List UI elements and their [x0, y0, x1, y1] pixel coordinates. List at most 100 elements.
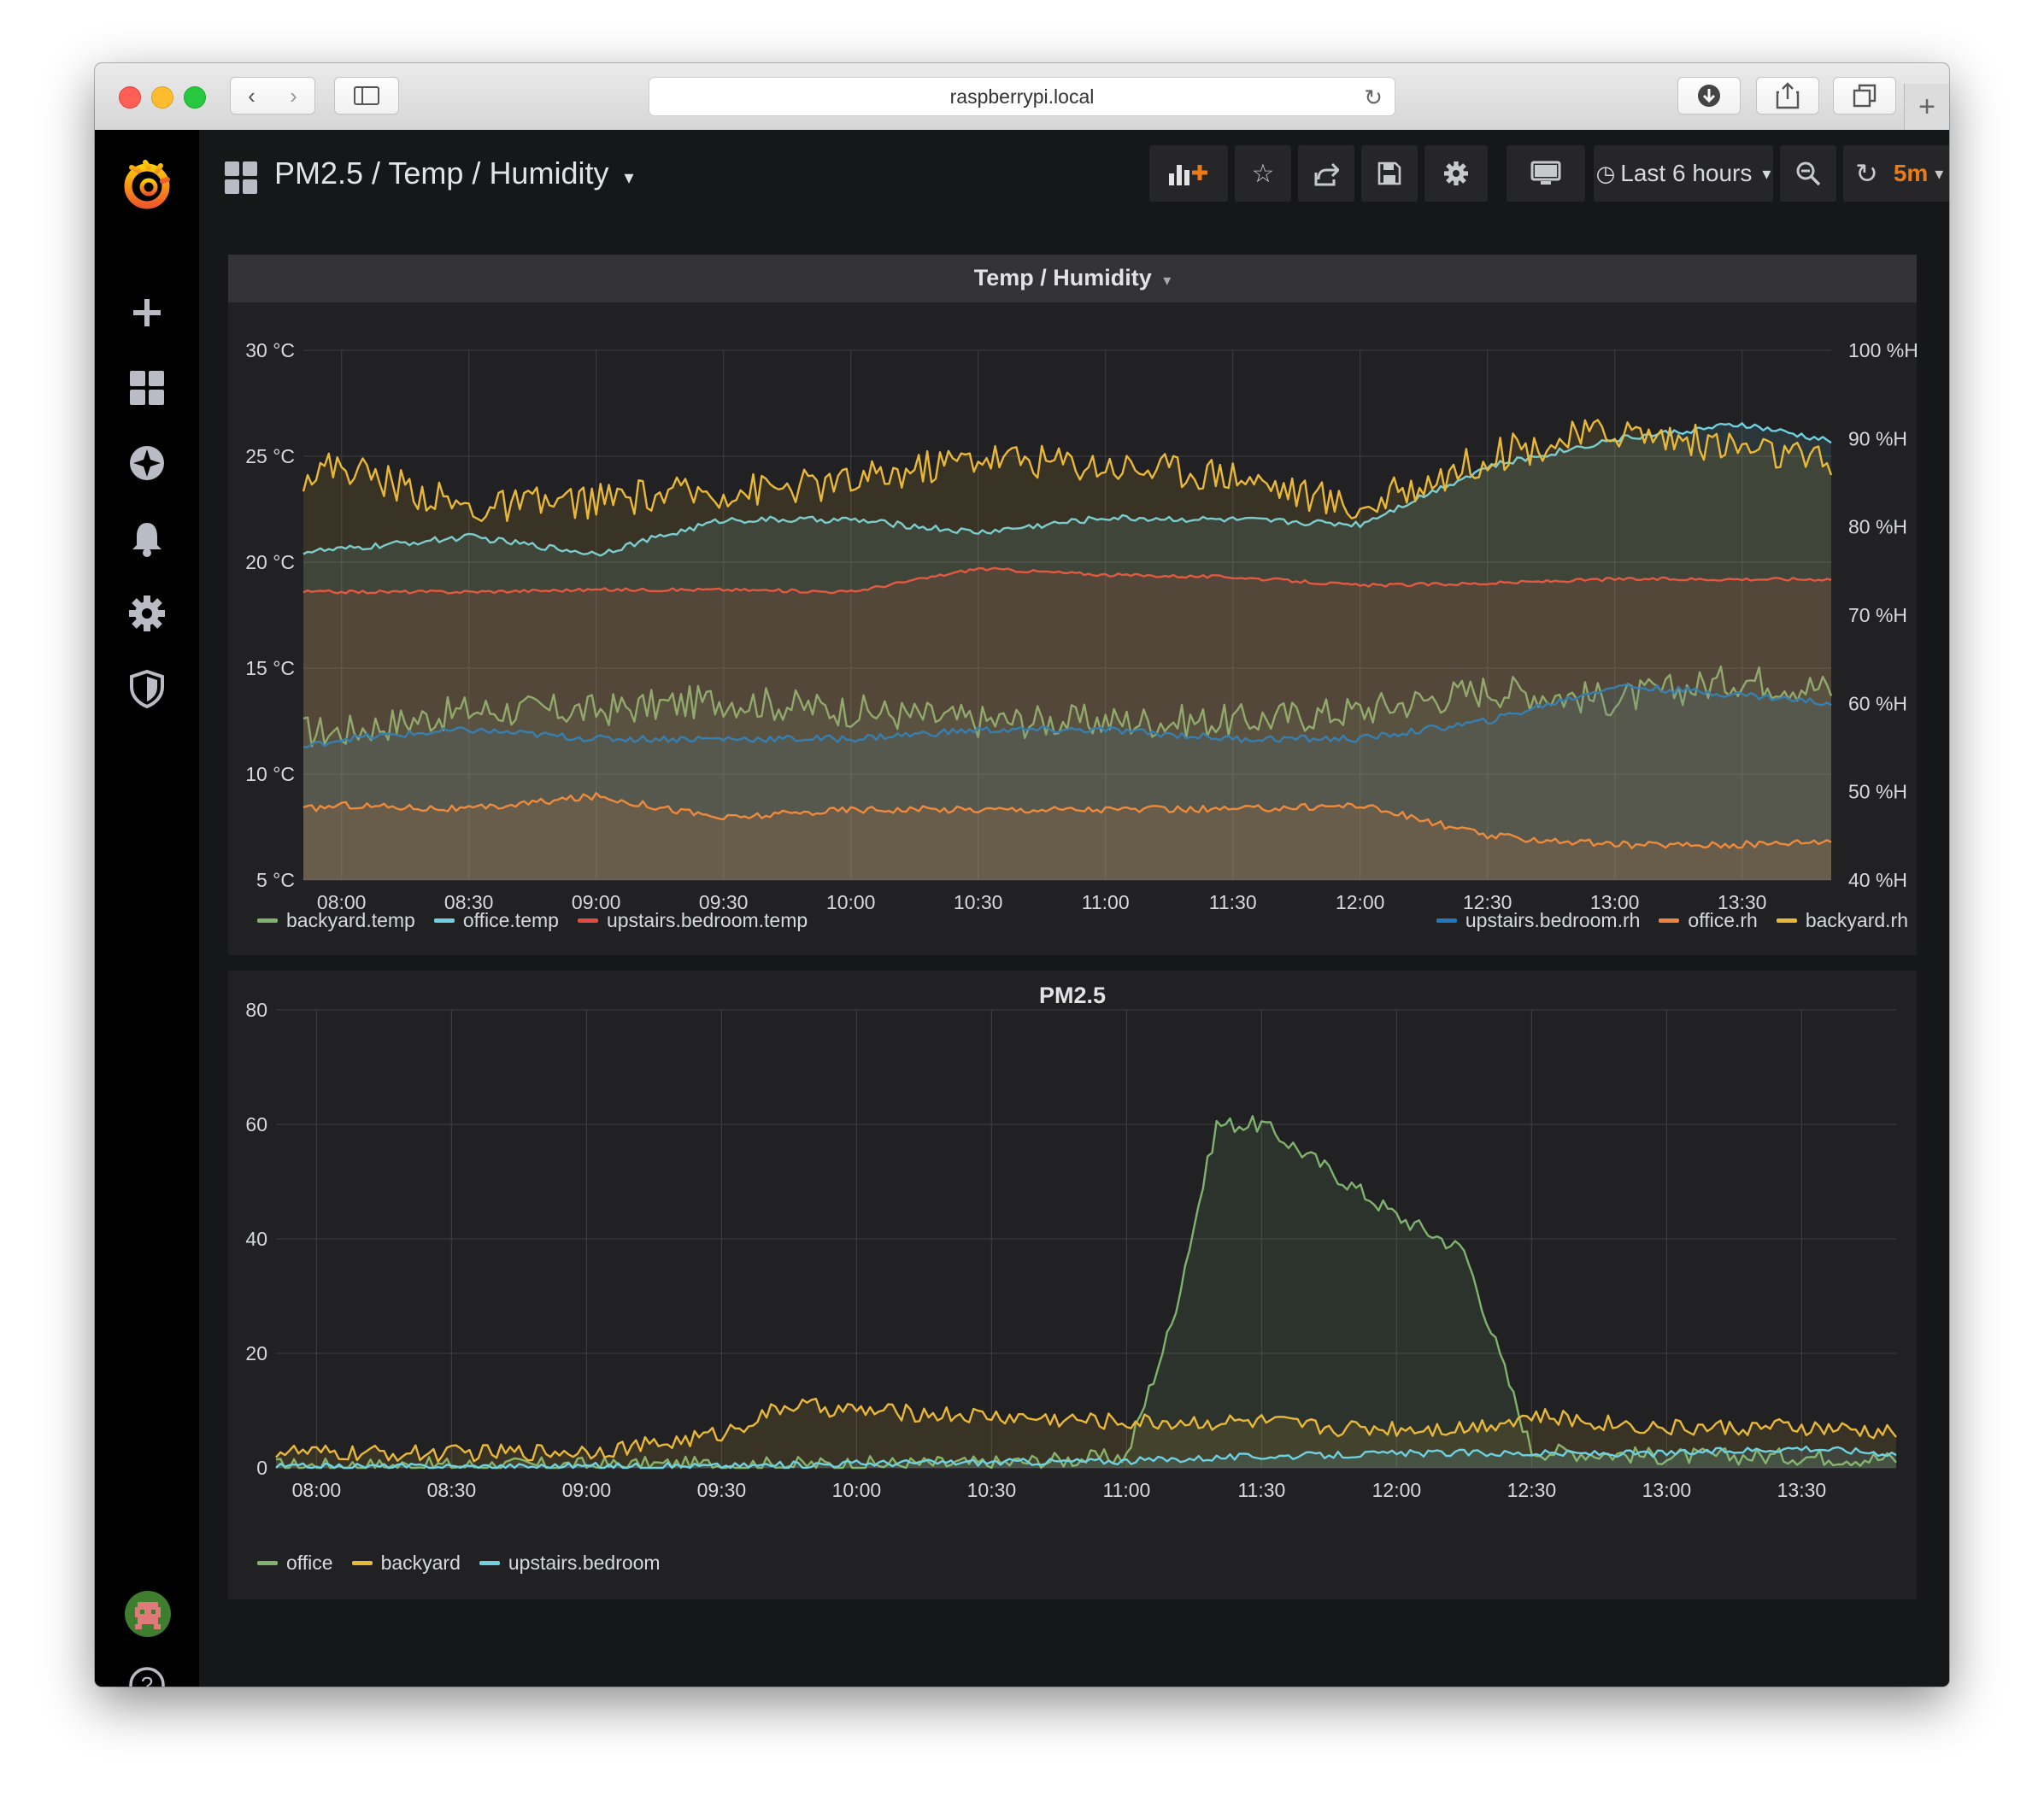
y-tick-label: 10 °C — [245, 763, 295, 785]
legend-item[interactable]: upstairs.bedroom.rh — [1436, 909, 1641, 932]
x-tick-label: 12:00 — [1372, 1479, 1422, 1501]
dashboard-settings-button[interactable] — [1424, 145, 1488, 202]
x-tick-label: 08:00 — [317, 891, 367, 913]
y-tick-label: 0 — [256, 1457, 267, 1479]
settings-gear-icon — [1444, 161, 1468, 185]
time-range-picker[interactable]: ◷ Last 6 hours ▾ — [1594, 145, 1773, 202]
x-tick-label: 10:00 — [832, 1479, 882, 1501]
legend-label: upstairs.bedroom.rh — [1465, 909, 1641, 931]
legend-item[interactable]: office.temp — [433, 909, 559, 932]
x-tick-label: 09:00 — [562, 1479, 612, 1501]
caret-down-icon: ▾ — [1762, 164, 1771, 184]
y2-tick-label: 100 %H — [1848, 339, 1917, 361]
share-dashboard-icon — [1314, 162, 1339, 186]
address-bar[interactable]: raspberrypi.local ↻ — [649, 77, 1395, 116]
refresh-icon[interactable]: ↻ — [1855, 158, 1878, 189]
panel-pm25: PM2.5 08:00 08:30 09:00 09:30 10:00 10:30 11:0… — [228, 971, 1917, 1599]
back-forward-group: ‹ › — [230, 77, 315, 114]
sidebar-icon — [354, 86, 379, 105]
refresh-picker[interactable]: ↻ 5m ▾ — [1843, 145, 1949, 202]
y2-tick-label: 40 %H — [1848, 869, 1907, 891]
y2-tick-label: 80 %H — [1848, 516, 1907, 538]
share-dashboard-button[interactable] — [1298, 145, 1354, 202]
save-dashboard-button[interactable] — [1361, 145, 1418, 202]
legend-item[interactable]: upstairs.bedroom.temp — [577, 909, 808, 932]
pm25-chart[interactable]: 08:00 08:30 09:00 09:30 10:00 10:30 11:00 11:30… — [228, 996, 1917, 1552]
minimize-window-button[interactable] — [151, 86, 173, 109]
legend-label: office.rh — [1688, 909, 1758, 931]
url-text: raspberrypi.local — [949, 85, 1095, 108]
legend-item[interactable]: office.rh — [1659, 909, 1758, 932]
close-window-button[interactable] — [119, 86, 141, 109]
tabs-icon — [1853, 84, 1877, 108]
caret-down-icon: ▾ — [1163, 272, 1172, 289]
y-tick-label: 15 °C — [245, 657, 295, 679]
series-line — [302, 683, 1832, 748]
forward-icon[interactable]: › — [290, 82, 297, 109]
downloads-button[interactable] — [1677, 77, 1741, 114]
zoom-window-button[interactable] — [184, 86, 206, 109]
zoom-out-icon — [1796, 161, 1821, 186]
download-icon — [1698, 85, 1720, 107]
star-icon: ☆ — [1251, 159, 1275, 188]
series-line — [275, 1398, 1897, 1463]
legend-label: office.temp — [462, 909, 559, 931]
legend-label: upstairs.bedroom — [508, 1552, 661, 1574]
plus-icon[interactable] — [126, 292, 167, 333]
back-icon[interactable]: ‹ — [248, 82, 256, 109]
cycle-view-mode-button[interactable] — [1507, 145, 1585, 202]
zoom-out-button[interactable] — [1780, 145, 1836, 202]
avatar[interactable] — [125, 1591, 171, 1637]
series-line — [275, 1445, 1897, 1470]
legend-item[interactable]: office — [257, 1552, 333, 1575]
share-button[interactable] — [1756, 77, 1819, 114]
y2-tick-label: 60 %H — [1848, 692, 1907, 714]
panel-title[interactable]: PM2.5 — [228, 983, 1917, 1009]
share-icon — [1776, 82, 1800, 109]
panel-header[interactable] — [228, 255, 1917, 302]
series-area — [303, 420, 1831, 880]
y-tick-label: 25 °C — [245, 445, 295, 467]
y-tick-label: 60 — [245, 1113, 267, 1135]
series-area — [303, 793, 1831, 880]
new-tab-button[interactable]: + — [1904, 84, 1949, 130]
explore-icon[interactable] — [126, 443, 167, 484]
legend-label: upstairs.bedroom.temp — [606, 909, 808, 931]
legend-label: backyard.temp — [286, 909, 415, 931]
dashboard-title[interactable]: PM2.5 / Temp / Humidity ▾ — [274, 155, 634, 191]
sidebar-toggle-button[interactable] — [334, 77, 399, 114]
tabs-overview-button[interactable] — [1833, 77, 1896, 114]
browser-toolbar: ‹ › raspberrypi.local ↻ + — [95, 63, 1949, 131]
shield-icon[interactable] — [126, 668, 167, 709]
y-tick-label: 80 — [245, 999, 267, 1021]
legend-pm: office backyard upstairs.bedroom — [257, 1552, 679, 1575]
legend-item[interactable]: backyard.rh — [1776, 909, 1908, 932]
help-icon[interactable]: ? — [126, 1664, 167, 1687]
refresh-interval[interactable]: 5m — [1893, 160, 1929, 186]
legend-label: backyard.rh — [1805, 909, 1908, 931]
x-tick-label: 11:00 — [1102, 1479, 1150, 1501]
reload-icon[interactable]: ↻ — [1364, 85, 1383, 110]
star-dashboard-button[interactable]: ☆ — [1235, 145, 1291, 202]
add-panel-button[interactable] — [1149, 145, 1228, 202]
alert-bell-icon[interactable] — [126, 518, 167, 559]
series-line — [302, 419, 1833, 522]
dashboard-main: PM2.5 / Temp / Humidity ▾ ☆ ◷ Last 6 hou… — [199, 130, 1949, 1687]
legend-item[interactable]: upstairs.bedroom — [479, 1552, 661, 1575]
legend-item[interactable]: backyard.temp — [257, 909, 415, 932]
x-tick-label: 08:30 — [427, 1479, 477, 1501]
dashboard-title-text: PM2.5 / Temp / Humidity — [274, 155, 609, 191]
panel-temp-humidity: Temp / Humidity ▾ 08:00 08:30 09:00 09:30 10… — [228, 255, 1917, 955]
series-area — [303, 567, 1831, 880]
panel-title[interactable]: Temp / Humidity ▾ — [228, 265, 1917, 291]
save-icon — [1377, 161, 1401, 185]
x-tick-label: 12:00 — [1336, 891, 1385, 913]
dashboards-icon[interactable] — [126, 367, 167, 408]
grafana-logo-icon[interactable] — [120, 157, 174, 212]
legend-right: upstairs.bedroom.rh office.rh backyard.r… — [1436, 909, 1908, 932]
series-area — [303, 684, 1831, 880]
legend-item[interactable]: backyard — [351, 1552, 461, 1575]
temp-humidity-chart[interactable]: 08:00 08:30 09:00 09:30 10:00 10:30 11:00 11:30… — [228, 302, 1917, 918]
legend-left: backyard.temp office.temp upstairs.bedro… — [257, 909, 826, 932]
gear-icon[interactable] — [126, 593, 167, 634]
